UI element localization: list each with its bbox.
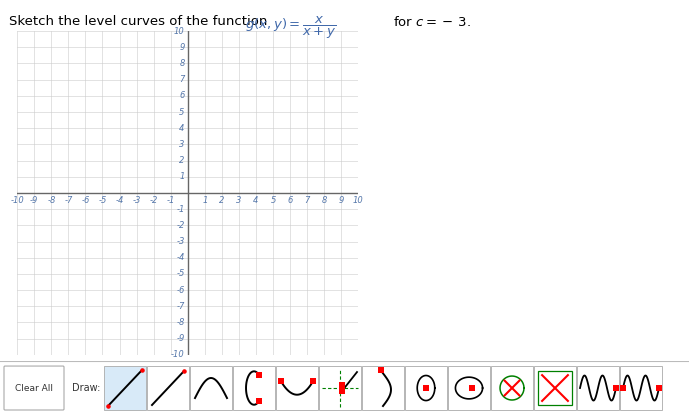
- Bar: [448, 366, 490, 410]
- Bar: [405, 366, 447, 410]
- Text: 10: 10: [353, 196, 364, 205]
- Text: 1: 1: [202, 196, 207, 205]
- Text: 10: 10: [174, 27, 185, 36]
- Text: -7: -7: [176, 302, 185, 311]
- Bar: [147, 366, 189, 410]
- Text: -7: -7: [64, 196, 72, 205]
- Text: 3: 3: [236, 196, 242, 205]
- Text: 8: 8: [179, 59, 185, 68]
- Text: -9: -9: [176, 334, 185, 343]
- Text: -8: -8: [47, 196, 56, 205]
- Text: 6: 6: [287, 196, 293, 205]
- Text: 7: 7: [179, 75, 185, 84]
- Text: -1: -1: [176, 205, 185, 214]
- Bar: [577, 366, 619, 410]
- Text: -2: -2: [150, 196, 158, 205]
- Text: Clear All: Clear All: [15, 383, 53, 393]
- Text: -3: -3: [132, 196, 141, 205]
- Bar: [190, 366, 232, 410]
- Text: 9: 9: [338, 196, 344, 205]
- Bar: [276, 366, 318, 410]
- Text: -1: -1: [167, 196, 175, 205]
- Text: -3: -3: [176, 237, 185, 246]
- Bar: [491, 366, 533, 410]
- Text: 9: 9: [179, 43, 185, 52]
- Text: 2: 2: [219, 196, 225, 205]
- Text: 7: 7: [305, 196, 310, 205]
- Bar: [538, 371, 572, 405]
- Text: 8: 8: [322, 196, 327, 205]
- Text: $g(x, y) = \dfrac{x}{x + y}$: $g(x, y) = \dfrac{x}{x + y}$: [245, 15, 336, 41]
- Text: 2: 2: [179, 156, 185, 165]
- Text: 3: 3: [179, 140, 185, 149]
- Bar: [233, 366, 275, 410]
- Text: 4: 4: [179, 124, 185, 133]
- Text: 4: 4: [254, 196, 258, 205]
- FancyBboxPatch shape: [4, 366, 64, 410]
- Text: -2: -2: [176, 221, 185, 230]
- Text: -10: -10: [171, 350, 185, 359]
- Bar: [104, 366, 146, 410]
- Text: -6: -6: [176, 286, 185, 295]
- Text: -10: -10: [10, 196, 24, 205]
- Bar: [620, 366, 662, 410]
- Text: -4: -4: [176, 253, 185, 262]
- Text: -5: -5: [99, 196, 107, 205]
- Text: -9: -9: [30, 196, 39, 205]
- Text: Sketch the level curves of the function: Sketch the level curves of the function: [9, 15, 271, 27]
- Text: 1: 1: [179, 172, 185, 181]
- Text: -4: -4: [115, 196, 124, 205]
- Bar: [362, 366, 404, 410]
- Bar: [319, 366, 361, 410]
- Text: Draw:: Draw:: [72, 383, 101, 393]
- Bar: [534, 366, 576, 410]
- Text: 5: 5: [179, 107, 185, 117]
- Text: -5: -5: [176, 269, 185, 278]
- Text: 6: 6: [179, 91, 185, 100]
- Text: 5: 5: [270, 196, 276, 205]
- Text: for $c = -\,3.$: for $c = -\,3.$: [389, 15, 471, 29]
- Text: -6: -6: [81, 196, 90, 205]
- Text: -8: -8: [176, 318, 185, 327]
